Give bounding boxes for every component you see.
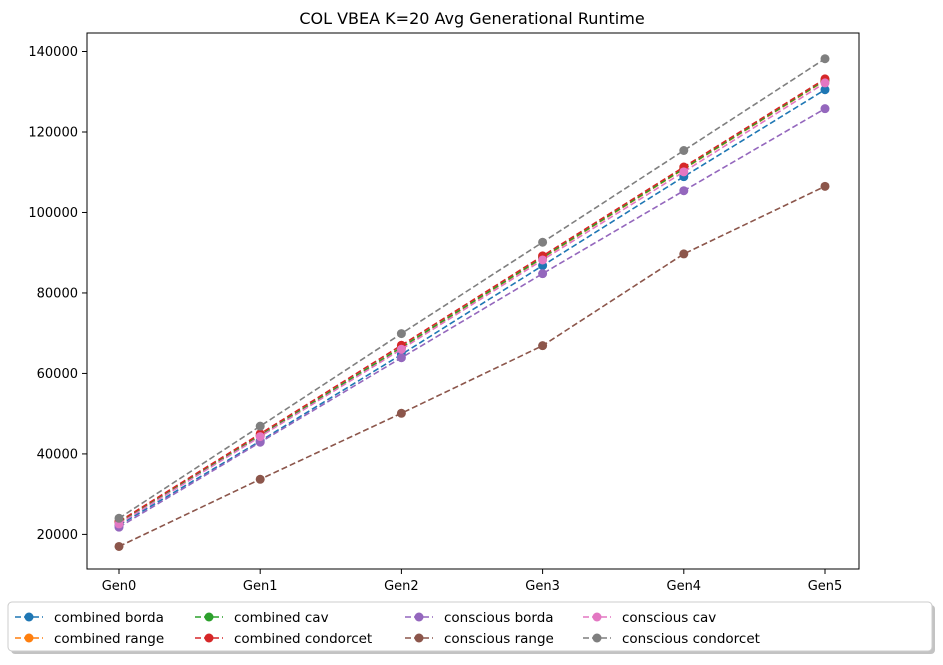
y-tick-label: 20000 bbox=[37, 528, 78, 543]
series-line bbox=[118, 79, 826, 524]
y-tick-label: 60000 bbox=[37, 367, 78, 382]
series-line bbox=[118, 78, 826, 523]
data-point bbox=[114, 541, 124, 551]
plot-area bbox=[114, 54, 830, 551]
legend-swatch-marker bbox=[204, 633, 214, 643]
series-line bbox=[118, 82, 826, 525]
y-tick-label: 80000 bbox=[37, 286, 78, 301]
legend-swatch-marker bbox=[592, 612, 602, 622]
legend-label: conscious condorcet bbox=[622, 631, 760, 647]
series-line bbox=[118, 107, 826, 528]
data-point bbox=[820, 181, 830, 191]
data-point bbox=[396, 353, 406, 363]
data-point bbox=[679, 249, 689, 259]
data-point bbox=[114, 513, 124, 523]
y-tick-label: 140000 bbox=[28, 45, 78, 60]
legend-swatch-marker bbox=[24, 633, 34, 643]
legend-swatch-marker bbox=[414, 633, 424, 643]
x-tick-label: Gen3 bbox=[525, 579, 560, 594]
data-point bbox=[396, 344, 406, 354]
legend-item: conscious condorcet bbox=[583, 631, 760, 647]
series-line bbox=[118, 185, 826, 548]
data-point bbox=[396, 408, 406, 418]
series-conscious-borda bbox=[114, 104, 830, 532]
plot-frame bbox=[86, 32, 860, 570]
x-tick-label: Gen0 bbox=[102, 579, 137, 594]
legend-swatch-marker bbox=[414, 612, 424, 622]
x-tick-label: Gen1 bbox=[243, 579, 278, 594]
series-line bbox=[118, 89, 826, 526]
legend-label: combined borda bbox=[54, 610, 164, 626]
legend-label: combined condorcet bbox=[234, 631, 372, 647]
chart-title: COL VBEA K=20 Avg Generational Runtime bbox=[299, 9, 644, 28]
legend-label: combined cav bbox=[234, 610, 329, 626]
data-point bbox=[679, 167, 689, 177]
data-point bbox=[820, 54, 830, 64]
data-point bbox=[820, 78, 830, 88]
y-tick-label: 100000 bbox=[28, 206, 78, 221]
data-point bbox=[255, 474, 265, 484]
legend-label: conscious range bbox=[444, 631, 554, 647]
data-point bbox=[538, 237, 548, 247]
data-point bbox=[538, 255, 548, 265]
series-conscious-condorcet bbox=[114, 54, 830, 523]
legend: combined borda combined range combined cav… bbox=[7, 601, 935, 654]
legend-item: conscious range bbox=[405, 631, 554, 647]
x-tick-label: Gen4 bbox=[667, 579, 702, 594]
legend-item: conscious cav bbox=[583, 610, 716, 626]
legend-item: combined condorcet bbox=[195, 631, 372, 647]
data-point bbox=[538, 341, 548, 351]
legend-box bbox=[7, 601, 933, 652]
x-tick-label: Gen5 bbox=[808, 579, 843, 594]
legend-item: combined borda bbox=[15, 610, 164, 626]
legend-item: combined cav bbox=[195, 610, 329, 626]
legend-item: combined range bbox=[15, 631, 164, 647]
series-combined-borda bbox=[114, 85, 830, 530]
series-combined-condorcet bbox=[114, 74, 830, 527]
data-point bbox=[538, 269, 548, 279]
legend-label: conscious borda bbox=[444, 610, 554, 626]
legend-swatch-marker bbox=[204, 612, 214, 622]
legend-swatch-marker bbox=[24, 612, 34, 622]
legend-label: combined range bbox=[54, 631, 164, 647]
data-point bbox=[820, 85, 830, 95]
data-point bbox=[820, 104, 830, 114]
legend-item: conscious borda bbox=[405, 610, 554, 626]
data-point bbox=[679, 186, 689, 196]
legend-label: conscious cav bbox=[622, 610, 716, 626]
data-point bbox=[255, 421, 265, 431]
y-tick-label: 120000 bbox=[28, 125, 78, 140]
series-conscious-range bbox=[114, 181, 830, 551]
data-point bbox=[255, 432, 265, 442]
series-line bbox=[118, 58, 826, 519]
x-tick-label: Gen2 bbox=[384, 579, 419, 594]
data-point bbox=[396, 329, 406, 339]
y-tick-label: 40000 bbox=[37, 447, 78, 462]
data-point bbox=[679, 146, 689, 156]
legend-swatch-marker bbox=[592, 633, 602, 643]
axes: 20000 40000 60000 80000 100000 120000 140000 Ge… bbox=[28, 32, 860, 594]
